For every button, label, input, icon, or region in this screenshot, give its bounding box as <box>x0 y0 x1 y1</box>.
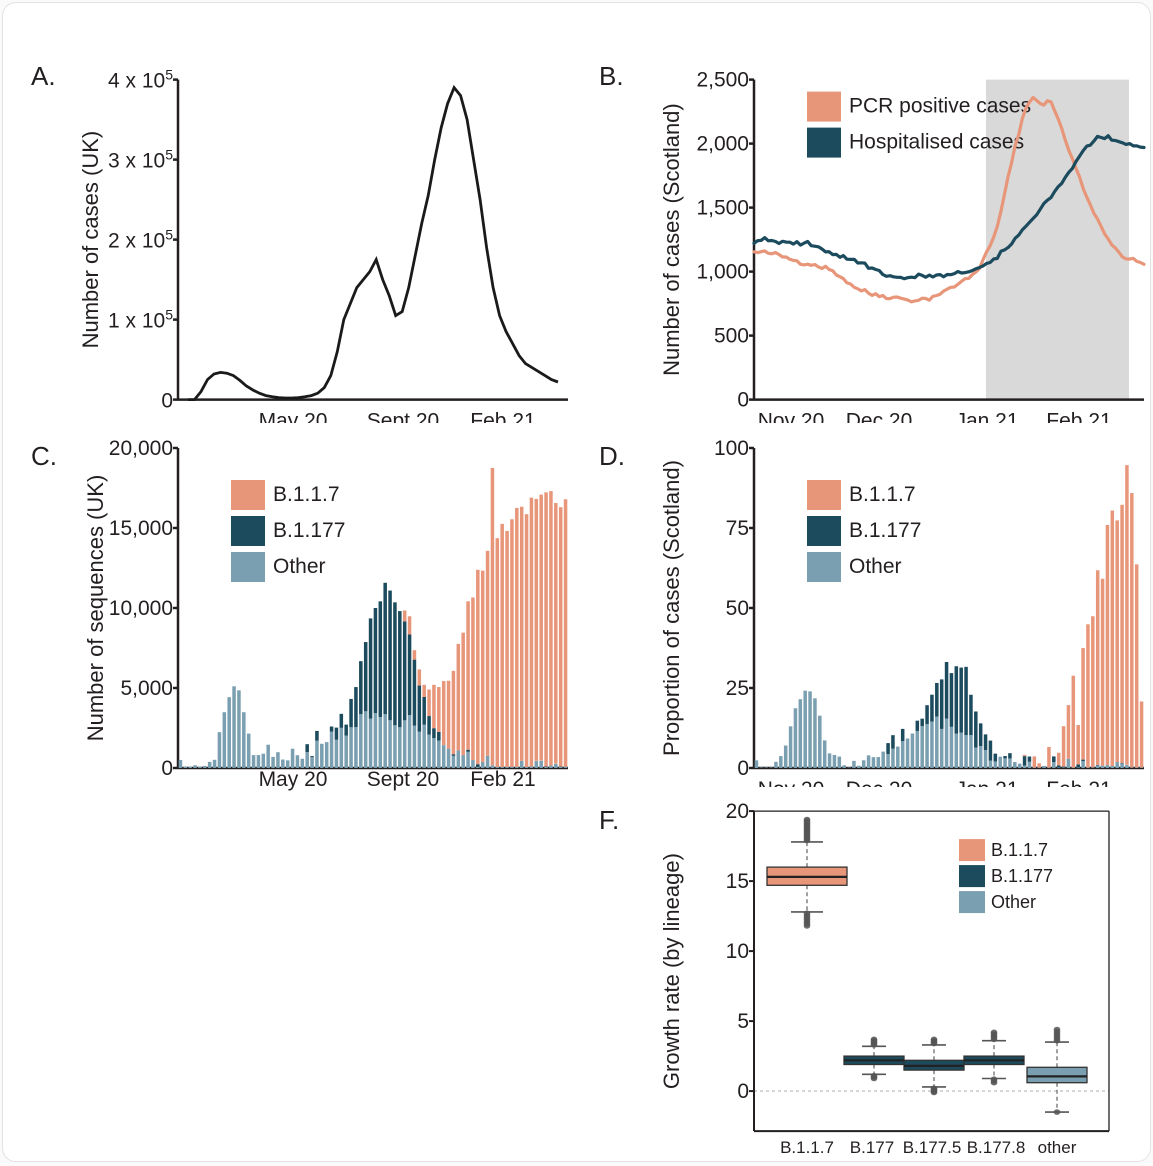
svg-text:Feb 21: Feb 21 <box>470 410 535 423</box>
svg-text:Nov 20: Nov 20 <box>758 410 825 423</box>
svg-text:500: 500 <box>714 325 749 348</box>
svg-text:15: 15 <box>726 870 749 893</box>
svg-text:0: 0 <box>161 390 173 413</box>
svg-text:5,000: 5,000 <box>120 677 173 700</box>
svg-text:2,000: 2,000 <box>696 133 749 156</box>
svg-text:20,000: 20,000 <box>109 437 173 460</box>
svg-text:May 20: May 20 <box>259 410 328 423</box>
svg-text:Growth rate (by lineage): Growth rate (by lineage) <box>659 853 684 1089</box>
svg-text:4 x 105: 4 x 105 <box>108 67 173 93</box>
svg-text:B.1.177: B.1.177 <box>273 519 345 542</box>
svg-text:B.1.1.7: B.1.1.7 <box>780 1138 834 1157</box>
svg-text:1 x 105: 1 x 105 <box>108 307 173 333</box>
svg-text:PCR positive cases: PCR positive cases <box>849 95 1031 118</box>
svg-text:Other: Other <box>273 555 326 578</box>
svg-text:Feb 21: Feb 21 <box>470 768 535 791</box>
svg-text:other: other <box>1038 1138 1077 1157</box>
svg-text:Sept 20: Sept 20 <box>367 410 439 423</box>
svg-text:B.1.1.7: B.1.1.7 <box>273 483 340 506</box>
svg-text:Other: Other <box>849 555 902 578</box>
svg-text:25: 25 <box>726 677 749 700</box>
svg-text:Jan 21: Jan 21 <box>955 410 1018 423</box>
svg-text:3 x 105: 3 x 105 <box>108 147 173 173</box>
svg-text:Number of sequences (UK): Number of sequences (UK) <box>83 475 108 742</box>
svg-text:Sept 20: Sept 20 <box>367 768 439 791</box>
svg-text:0: 0 <box>737 1080 749 1103</box>
svg-text:May 20: May 20 <box>259 768 328 791</box>
svg-text:Feb 21: Feb 21 <box>1046 410 1111 423</box>
svg-text:10: 10 <box>726 940 749 963</box>
svg-text:Dec 20: Dec 20 <box>846 410 913 423</box>
svg-text:2,500: 2,500 <box>696 69 749 92</box>
svg-text:2 x 105: 2 x 105 <box>108 227 173 253</box>
svg-text:100: 100 <box>714 437 749 460</box>
svg-text:0: 0 <box>737 757 749 780</box>
svg-text:10,000: 10,000 <box>109 597 173 620</box>
svg-text:75: 75 <box>726 517 749 540</box>
svg-text:Hospitalised cases: Hospitalised cases <box>849 131 1024 154</box>
svg-text:5: 5 <box>737 1010 749 1033</box>
svg-text:1,000: 1,000 <box>696 261 749 284</box>
svg-text:50: 50 <box>726 597 749 620</box>
svg-text:0: 0 <box>737 389 749 412</box>
svg-text:Other: Other <box>991 892 1036 912</box>
svg-text:Number of cases (Scotland): Number of cases (Scotland) <box>659 103 684 376</box>
svg-text:B.177.8: B.177.8 <box>967 1138 1026 1157</box>
svg-text:1,500: 1,500 <box>696 197 749 220</box>
svg-text:B.1.1.7: B.1.1.7 <box>849 483 916 506</box>
svg-text:0: 0 <box>161 757 173 780</box>
svg-text:B.1.1.7: B.1.1.7 <box>991 840 1048 860</box>
svg-text:B.1.177: B.1.177 <box>849 519 921 542</box>
svg-text:15,000: 15,000 <box>109 517 173 540</box>
svg-text:Proportion of cases (Scotland): Proportion of cases (Scotland) <box>659 460 684 756</box>
svg-text:B.177: B.177 <box>850 1138 894 1157</box>
svg-text:B.1.177: B.1.177 <box>991 866 1053 886</box>
svg-text:20: 20 <box>726 800 749 823</box>
svg-text:Number of cases (UK): Number of cases (UK) <box>78 131 103 349</box>
svg-text:B.177.5: B.177.5 <box>903 1138 962 1157</box>
